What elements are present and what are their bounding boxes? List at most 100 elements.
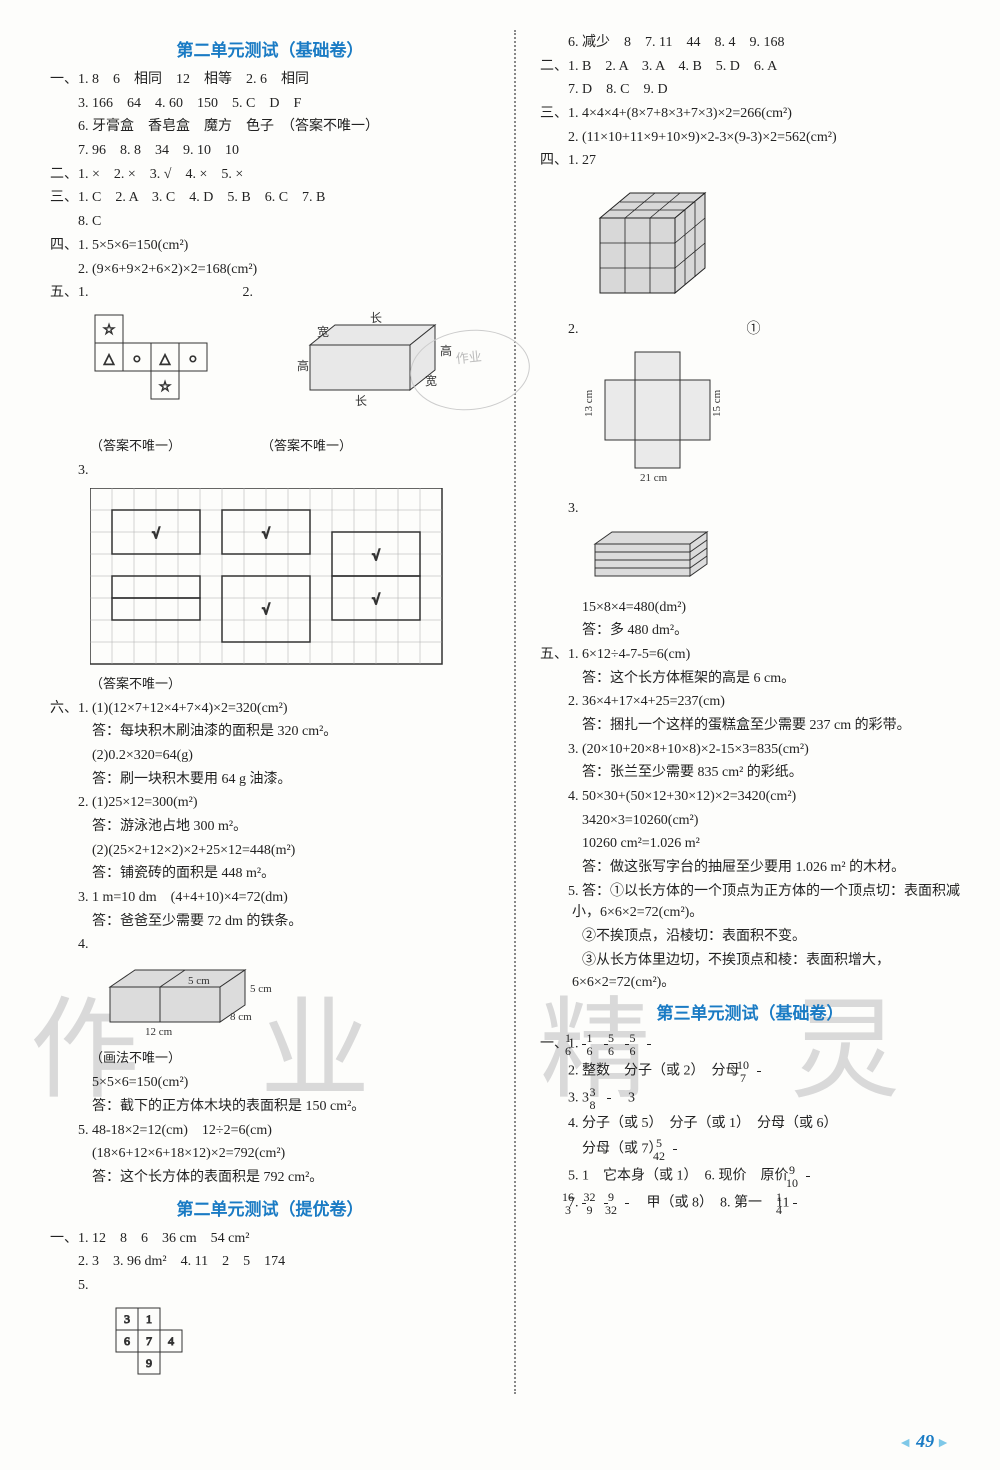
svg-text:5 cm: 5 cm [188, 975, 210, 987]
figure-cuboid-cut: 5 cm 5 cm 8 cm 12 cm （画法不唯一） [90, 962, 490, 1066]
svg-text:3: 3 [124, 1312, 130, 1326]
r-s8-4b: 分母（或 7） 542 [540, 1137, 960, 1162]
svg-text:7: 7 [146, 1334, 152, 1348]
l-s6-6: (2)(25×2+12×2)×2+25×12=448(m²) [50, 840, 490, 862]
fig1-note1: （答案不唯一） [90, 435, 181, 454]
r-s1-1: 二、1. B 2. A 3. A 4. B 5. D 6. A [540, 56, 960, 78]
page-columns: 第二单元测试（基础卷） 一、1. 8 6 相同 12 相等 2. 6 相同 3.… [50, 30, 960, 1394]
cuboid-cut-svg: 5 cm 5 cm 8 cm 12 cm [90, 962, 290, 1042]
fig-nets-svg: ☆ △ ○ △ ○ ☆ 长 高 宽 高 长 [90, 310, 490, 430]
r-s1-3: 三、1. 4×4×4+(8×7+8×3+7×3)×2=266(cm²) [540, 103, 960, 125]
r-s5-6: 4. 50×30+(50×12+30×12)×2=3420(cm²) [540, 786, 960, 808]
svg-text:高: 高 [440, 343, 452, 358]
r-s5-7: 3420×3=10260(cm²) [540, 810, 960, 832]
r-s1-2: 7. D 8. C 9. D [540, 79, 960, 101]
r-s1-0: 6. 减少 8 7. 11 44 8. 4 9. 168 [540, 32, 960, 54]
r-s5-0: 五、1. 6×12÷4-7-5=6(cm) [540, 644, 960, 666]
svg-text:宽: 宽 [317, 324, 329, 339]
fig1-note2: （答案不唯一） [261, 435, 352, 454]
svg-text:☆: ☆ [159, 380, 172, 395]
l-s7-2: 5. [50, 1275, 490, 1297]
l-s6-2: (2)0.2×320=64(g) [50, 745, 490, 767]
svg-text:13 cm: 13 cm [583, 389, 595, 417]
l-s6b-4: 答：这个长方体的表面积是 792 cm²。 [50, 1167, 490, 1189]
cube-svg [580, 178, 730, 308]
r-s8-1: 一、1. 16 16 56 56 [540, 1032, 960, 1057]
r-s1-4: 2. (11×10+11×9+10×9)×2-3×(9-3)×2=562(cm²… [540, 127, 960, 149]
l-s1-2: 6. 牙膏盒 香皂盒 魔方 色子 （答案不唯一） [50, 116, 490, 138]
figure-cross-net: 13 cm 21 cm 15 cm [580, 347, 960, 492]
figure-dice-net: 3 1 6 7 4 9 [106, 1303, 490, 1388]
unit2-adv-title: 第二单元测试（提优卷） [50, 1195, 490, 1220]
l-s6-0: 六、1. (1)(12×7+12×4+7×4)×2=320(cm²) [50, 698, 490, 720]
grid-svg: √ √ √ √ √ [90, 488, 450, 668]
l-s1-8: 2. (9×6+9×2+6×2)×2=168(cm²) [50, 259, 490, 281]
svg-text:1: 1 [146, 1312, 152, 1326]
svg-text:长: 长 [370, 311, 382, 325]
svg-text:6: 6 [124, 1334, 130, 1348]
r-s8-3: 3. 3 38 3 [540, 1086, 960, 1111]
svg-text:△: △ [160, 352, 171, 367]
l-s6b-1: 答：截下的正方体木块的表面积是 150 cm²。 [50, 1096, 490, 1118]
l-s1-9: 五、1. 2. [50, 282, 490, 304]
svg-text:长: 长 [355, 394, 367, 408]
r-s2c-1: 答：多 480 dm²。 [540, 620, 960, 642]
l-s6-10: 4. [50, 934, 490, 956]
left-column: 第二单元测试（基础卷） 一、1. 8 6 相同 12 相等 2. 6 相同 3.… [50, 30, 490, 1394]
l-s6b-2: 5. 48-18×2=12(cm) 12÷2=6(cm) [50, 1120, 490, 1142]
svg-text:15 cm: 15 cm [711, 389, 723, 417]
r-s8-7: 7. 163 329 932 甲（或 8） 8. 第一 11 14 [540, 1191, 960, 1216]
r-s8-5: 5. 1 它本身（或 1） 6. 现价 原价 910 [540, 1164, 960, 1189]
l-s7-0: 一、1. 12 8 6 36 cm 54 cm² [50, 1228, 490, 1250]
l-s1-6: 8. C [50, 211, 490, 233]
l-s7-1: 2. 3 3. 96 dm² 4. 11 2 5 174 [50, 1251, 490, 1273]
r-s5-10: 5. 答：①以长方体的一个顶点为正方体的一个顶点切：表面积减小，6×6×2=72… [540, 881, 960, 924]
l-s6-1: 答：每块积木刷油漆的面积是 320 cm²。 [50, 721, 490, 743]
page-number: 49 [898, 1431, 950, 1452]
figure-grid: √ √ √ √ √ （答案不唯一） [90, 488, 490, 692]
svg-text:√: √ [372, 593, 380, 608]
svg-text:8 cm: 8 cm [230, 1011, 252, 1023]
l-s1-7: 四、1. 5×5×6=150(cm²) [50, 235, 490, 257]
l-s6-3: 答：刷一块积木要用 64 g 油漆。 [50, 769, 490, 791]
unit3-basic-title: 第三单元测试（基础卷） [540, 999, 960, 1024]
figure-5-1-2: ☆ △ ○ △ ○ ☆ 长 高 宽 高 长 [90, 310, 490, 454]
net-svg: 13 cm 21 cm 15 cm [580, 347, 780, 487]
svg-text:12 cm: 12 cm [145, 1026, 173, 1038]
r-s8-2: 2. 整数 分子（或 2） 分母 107 [540, 1059, 960, 1084]
l-s1-3: 7. 96 8. 8 34 9. 10 10 [50, 140, 490, 162]
r-s8-4a: 4. 分子（或 5） 分子（或 1） 分母（或 6） [540, 1113, 960, 1135]
svg-text:√: √ [372, 549, 380, 564]
r-s5-4: 3. (20×10+20×8+10×8)×2-15×3=835(cm²) [540, 739, 960, 761]
l-s6-7: 答：铺瓷砖的面积是 448 m²。 [50, 863, 490, 885]
r-s5-1: 答：这个长方体框架的高是 6 cm。 [540, 668, 960, 690]
figure-cube-3x3 [580, 178, 960, 313]
l-s1-1: 3. 166 64 4. 60 150 5. C D F [50, 93, 490, 115]
fig3-note: （画法不唯一） [90, 1047, 490, 1066]
svg-text:4: 4 [168, 1334, 174, 1348]
l-s1b: 3. [50, 460, 490, 482]
l-s6-4: 2. (1)25×12=300(m²) [50, 792, 490, 814]
l-s6-5: 答：游泳池占地 300 m²。 [50, 816, 490, 838]
stack-svg [580, 526, 730, 586]
l-s1-5: 三、1. C 2. A 3. C 4. D 5. B 6. C 7. B [50, 187, 490, 209]
svg-text:√: √ [262, 527, 270, 542]
r-s2c-0: 15×8×4=480(dm²) [540, 597, 960, 619]
svg-text:△: △ [104, 352, 115, 367]
svg-text:○: ○ [133, 352, 141, 367]
svg-text:9: 9 [146, 1356, 152, 1370]
svg-text:宽: 宽 [425, 373, 437, 388]
l-s6-8: 3. 1 m=10 dm (4+4+10)×4=72(dm) [50, 887, 490, 909]
l-s6-9: 答：爸爸至少需要 72 dm 的铁条。 [50, 911, 490, 933]
fig2-note: （答案不唯一） [90, 673, 490, 692]
svg-text:☆: ☆ [103, 323, 116, 338]
r-s5-3: 答：捆扎一个这样的蛋糕盒至少需要 237 cm 的彩带。 [540, 715, 960, 737]
svg-text:√: √ [262, 603, 270, 618]
svg-text:√: √ [152, 527, 160, 542]
r-s2a: 2. ① [540, 319, 960, 341]
dice-svg: 3 1 6 7 4 9 [106, 1303, 216, 1383]
column-divider [514, 30, 516, 1394]
right-column: 6. 减少 8 7. 11 44 8. 4 9. 168 二、1. B 2. A… [540, 30, 960, 1394]
l-s1-0: 一、1. 8 6 相同 12 相等 2. 6 相同 [50, 69, 490, 91]
l-s6b-3: (18×6+12×6+18×12)×2=792(cm²) [50, 1143, 490, 1165]
